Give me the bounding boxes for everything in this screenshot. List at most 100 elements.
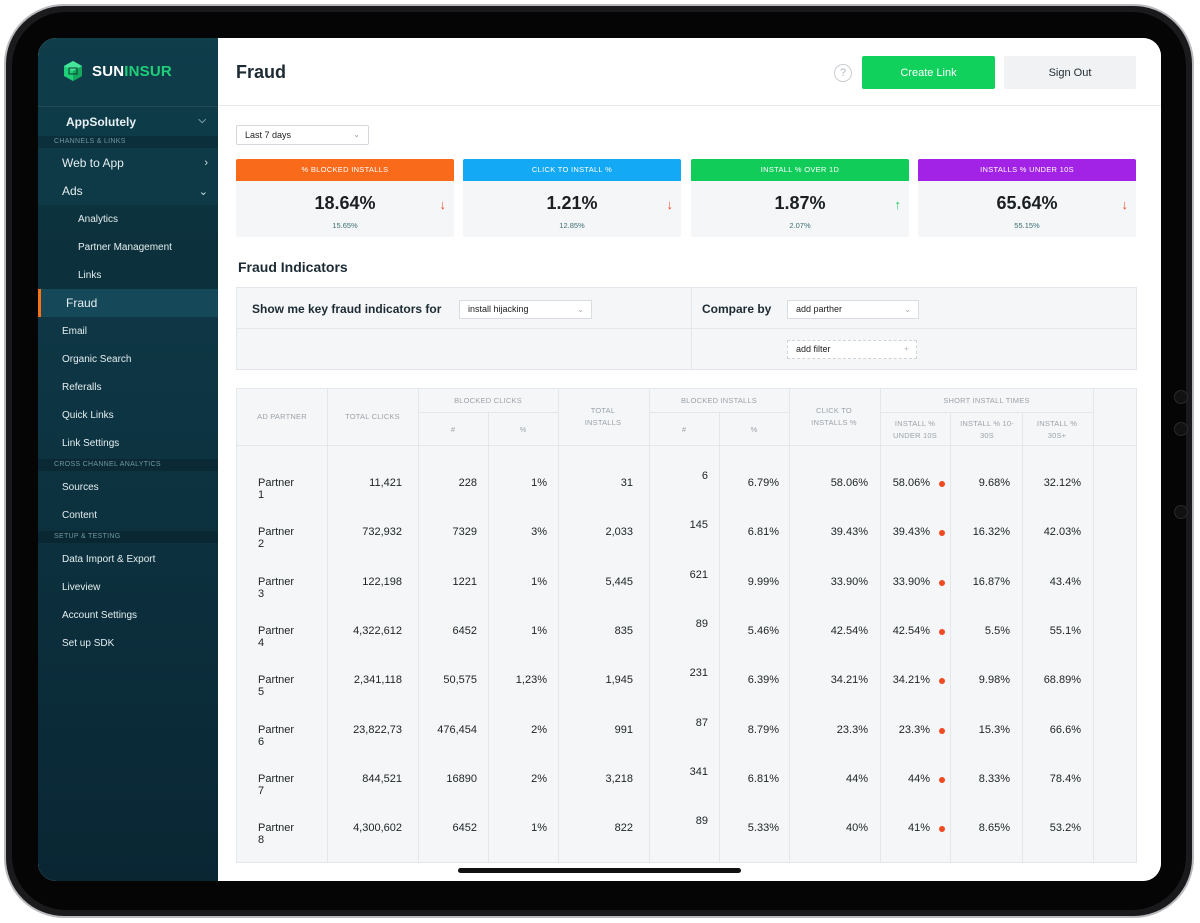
cell-blocked-installs-count: 341 <box>689 765 708 778</box>
column-header-total-clicks[interactable]: TOTAL CLICKS <box>345 412 400 421</box>
cell-click-to-installs: 40% <box>845 822 868 835</box>
sidebar-item-analytics[interactable]: Analytics <box>38 205 218 233</box>
cell-blocked-installs-count: 145 <box>689 519 708 532</box>
divider <box>418 389 419 862</box>
alert-dot-icon <box>939 579 945 586</box>
cell-total-clicks: 4,300,602 <box>353 822 402 835</box>
column-header-under-10s[interactable]: INSTALL % UNDER 10S <box>893 419 937 440</box>
sidebar-item-web-to-app[interactable]: Web to App › <box>38 149 218 177</box>
cell-blocked-installs-count: 6 <box>701 470 708 482</box>
date-range-select[interactable]: Last 7 days ⌄ <box>236 125 369 145</box>
cell-blocked-clicks-count: 50,575 <box>443 674 477 687</box>
divider <box>880 389 881 862</box>
sidebar-item-link-settings[interactable]: Link Settings <box>62 437 120 449</box>
arrow-down-icon: ↓ <box>666 197 674 212</box>
kpi-card-blocked-installs: % BLOCKED INSTALLS 18.64% 15.65% ↓ <box>236 159 454 237</box>
sidebar-item-data-import-export[interactable]: Data Import & Export <box>62 553 156 565</box>
column-header-blocked-clicks-pct[interactable]: % <box>519 425 527 434</box>
app-name: AppSolutely <box>66 114 137 129</box>
cell-blocked-installs-pct: 8.79% <box>747 723 779 736</box>
alert-dot-icon <box>939 727 945 734</box>
cell-blocked-clicks-count: 476,454 <box>437 723 477 736</box>
cell-blocked-installs-count: 89 <box>695 617 708 630</box>
column-header-total-installs[interactable]: TOTAL INSTALLS <box>584 406 622 427</box>
divider <box>558 389 559 862</box>
sidebar-item-links[interactable]: Links <box>38 261 218 289</box>
sidebar-item-setup-sdk[interactable]: Set up SDK <box>62 637 115 649</box>
cell-blocked-installs-pct: 6.79% <box>747 477 779 489</box>
cell-10-30s: 9.68% <box>978 477 1010 489</box>
sidebar-item-account-settings[interactable]: Account Settings <box>62 609 138 621</box>
sidebar-item-label: Ads <box>62 184 83 198</box>
cell-total-installs: 3,218 <box>605 772 633 785</box>
kpi-value: 18.64% <box>314 193 376 213</box>
cell-under-10s: 58.06% <box>892 477 930 489</box>
column-header-ad-partner[interactable]: AD PARTNER <box>257 412 307 421</box>
indicator-select[interactable]: install hijacking ⌄ <box>459 300 592 319</box>
header-bar: Fraud ? Create Link Sign Out <box>218 38 1161 106</box>
cell-partner: Partner 2 <box>258 526 295 551</box>
sidebar-item-organic-search[interactable]: Organic Search <box>62 353 132 365</box>
cell-total-clicks: 844,521 <box>362 772 402 785</box>
sidebar-item-referalls[interactable]: Referalls <box>62 381 102 393</box>
alert-dot-icon <box>939 826 945 833</box>
column-header-blocked-installs-pct[interactable]: % <box>750 425 758 434</box>
kpi-value: 1.21% <box>546 193 598 213</box>
column-header-blocked-installs[interactable]: BLOCKED INSTALLS <box>680 396 757 405</box>
divider <box>1093 389 1094 862</box>
sidebar-item-content[interactable]: Content <box>62 509 98 521</box>
camera-dot <box>1174 505 1188 519</box>
sign-out-button[interactable]: Sign Out <box>1004 56 1136 89</box>
help-icon[interactable]: ? <box>834 64 852 82</box>
sidebar-item-ads[interactable]: Ads ⌄ <box>38 177 218 205</box>
app-switcher[interactable]: AppSolutely ⌵ <box>38 106 218 136</box>
cell-blocked-clicks-pct: 1% <box>531 575 547 588</box>
chevron-down-icon: ⌄ <box>353 130 360 139</box>
divider <box>418 412 558 413</box>
create-link-button[interactable]: Create Link <box>862 56 995 89</box>
section-title-fraud-indicators: Fraud Indicators <box>238 259 348 275</box>
cell-10-30s: 15.3% <box>978 723 1010 736</box>
alert-dot-icon <box>939 628 945 635</box>
camera-dot <box>1174 422 1188 436</box>
sidebar-item-fraud[interactable]: Fraud <box>38 289 218 317</box>
cell-blocked-clicks-pct: 2% <box>531 772 547 785</box>
chevron-down-icon: ⌄ <box>577 305 584 314</box>
cell-10-30s: 8.33% <box>978 772 1010 785</box>
divider <box>719 412 720 862</box>
brand-logo[interactable]: SUNINSUR <box>62 60 172 82</box>
column-header-click-to-installs[interactable]: CLICK TO INSTALLS % <box>811 406 857 427</box>
cell-click-to-installs: 33.90% <box>830 575 868 588</box>
cell-total-clicks: 122,198 <box>362 575 402 588</box>
cell-blocked-clicks-pct: 3% <box>531 526 547 539</box>
sidebar-item-sources[interactable]: Sources <box>62 481 99 493</box>
column-header-30s-plus[interactable]: INSTALL % 30S+ <box>1036 419 1078 440</box>
sidebar-item-partner-management[interactable]: Partner Management <box>38 233 218 261</box>
arrow-down-icon: ↓ <box>1121 197 1129 212</box>
cell-blocked-clicks-count: 7329 <box>452 526 477 539</box>
kpi-comparison: 12.85% <box>559 221 585 230</box>
camera-dot <box>1174 390 1188 404</box>
cell-under-10s: 41% <box>907 822 930 835</box>
column-header-blocked-clicks-count[interactable]: # <box>450 425 456 434</box>
compare-select[interactable]: add parther ⌄ <box>787 300 919 319</box>
column-header-short-install-times[interactable]: SHORT INSTALL TIMES <box>943 396 1030 405</box>
column-header-blocked-clicks[interactable]: BLOCKED CLICKS <box>454 396 522 405</box>
column-header-10-30s[interactable]: INSTALL % 10-30S <box>960 419 1014 440</box>
sidebar-item-liveview[interactable]: Liveview <box>62 581 101 593</box>
sidebar-item-email[interactable]: Email <box>62 325 88 337</box>
kpi-value: 1.87% <box>774 193 826 213</box>
cell-partner: Partner 3 <box>258 575 295 600</box>
add-filter-label: add filter <box>796 344 831 354</box>
kpi-card-install-over-1d: INSTALL % OVER 1D 1.87% 2.07% ↑ <box>691 159 909 237</box>
cell-total-installs: 31 <box>620 477 633 489</box>
column-header-blocked-installs-count[interactable]: # <box>681 425 687 434</box>
cell-blocked-installs-count: 87 <box>695 716 708 729</box>
kpi-comparison: 15.65% <box>332 221 358 230</box>
cell-total-installs: 1,945 <box>605 674 633 687</box>
add-filter-button[interactable]: add filter + <box>787 340 917 359</box>
sidebar-item-quick-links[interactable]: Quick Links <box>62 409 114 421</box>
cell-click-to-installs: 44% <box>845 772 868 785</box>
cell-partner: Partner 1 <box>258 477 295 501</box>
cell-click-to-installs: 42.54% <box>830 624 868 637</box>
